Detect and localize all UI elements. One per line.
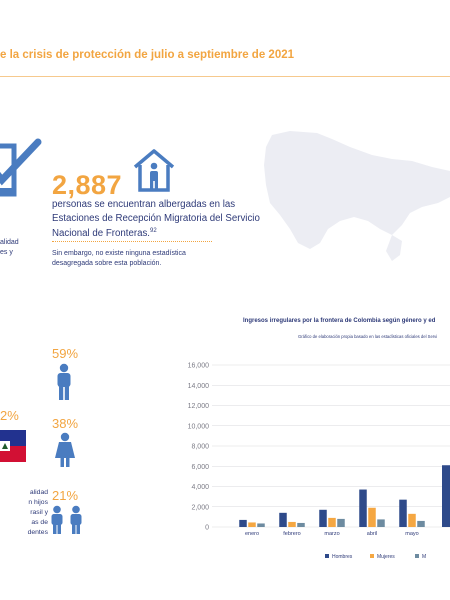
bar-mujeres xyxy=(368,507,376,527)
description-text: personas se encuentran albergadas en las… xyxy=(52,199,260,240)
bar-chart: 0 2,000 4,000 6,000 8,000 10,000 12,000 14,000 1… xyxy=(188,363,450,560)
page-title: e la crisis de protección de julio a sep… xyxy=(0,49,295,61)
map-silhouette xyxy=(264,131,450,261)
children-percentage: 21% xyxy=(52,488,79,503)
y-tick-label: 2,000 xyxy=(191,504,209,511)
dotted-divider xyxy=(52,241,212,242)
no-data-note: Sin embargo, no existe ninguna estadísti… xyxy=(52,250,186,267)
legend-label: Hombres xyxy=(332,554,353,560)
legend-swatch xyxy=(325,554,329,558)
haiti-flag-icon xyxy=(0,430,26,462)
x-tick-label: enero xyxy=(245,531,259,537)
woman-icon xyxy=(55,432,75,467)
bar-hombres xyxy=(239,519,247,527)
title-divider xyxy=(0,76,450,77)
left-text-fragment: alidad n hijos rasil y as de dentes xyxy=(0,488,48,538)
y-tick-label: 14,000 xyxy=(188,383,210,390)
left-fragment-line: alidad xyxy=(0,239,19,246)
women-percentage: 38% xyxy=(52,416,79,431)
bar-hombres xyxy=(359,489,367,527)
bar-mujeres xyxy=(328,517,336,527)
bar-hombres xyxy=(319,509,327,527)
sheltered-count: 2,887 xyxy=(52,170,123,200)
left-text-fragment: alidad es y xyxy=(0,238,19,258)
bar-m xyxy=(297,522,305,527)
cropped-percentage: 2% xyxy=(0,408,19,423)
x-tick-label: febrero xyxy=(283,531,300,537)
bar-hombres xyxy=(399,499,407,527)
bar-m xyxy=(337,518,345,527)
y-tick-label: 6,000 xyxy=(191,464,209,471)
left-fragment-line: as de xyxy=(31,519,48,526)
footnote-ref: 92 xyxy=(150,228,157,234)
left-fragment-line: rasil y xyxy=(30,509,48,516)
sheltered-description: personas se encuentran albergadas en las… xyxy=(52,198,277,241)
bar-mujeres xyxy=(408,513,416,527)
chart-title: Ingresos irregulares por la frontera de … xyxy=(243,318,436,324)
shelter-icon xyxy=(133,149,175,192)
legend-label: Mujeres xyxy=(377,554,395,560)
x-tick-label: mayo xyxy=(405,531,418,537)
bar-partial xyxy=(442,465,450,527)
y-tick-label: 16,000 xyxy=(188,363,210,370)
left-fragment-line: es y xyxy=(0,249,13,256)
y-tick-label: 10,000 xyxy=(188,423,210,430)
bar-hombres xyxy=(279,512,287,527)
y-tick-label: 8,000 xyxy=(191,444,209,451)
legend-label: M xyxy=(422,554,426,560)
bar-m xyxy=(257,523,265,527)
bar-mujeres xyxy=(248,522,256,527)
legend-swatch xyxy=(370,554,374,558)
checklist-icon xyxy=(0,138,42,197)
man-icon xyxy=(57,363,71,400)
x-tick-label: marzo xyxy=(324,531,339,537)
x-tick-label: abril xyxy=(367,531,377,537)
legend-swatch xyxy=(415,554,419,558)
bar-m xyxy=(417,520,425,527)
y-tick-label: 4,000 xyxy=(191,484,209,491)
chart-subtitle: Gráfico de elaboración propia basado en … xyxy=(298,334,438,339)
bar-mujeres xyxy=(288,521,296,527)
left-fragment-line: dentes xyxy=(27,529,48,536)
left-fragment-line: n hijos xyxy=(28,499,48,506)
men-percentage: 59% xyxy=(52,346,79,361)
y-tick-label: 0 xyxy=(205,525,209,532)
y-tick-label: 12,000 xyxy=(188,403,210,410)
children-icon xyxy=(51,505,82,534)
left-fragment-line: alidad xyxy=(29,489,48,496)
bar-m xyxy=(377,519,385,527)
